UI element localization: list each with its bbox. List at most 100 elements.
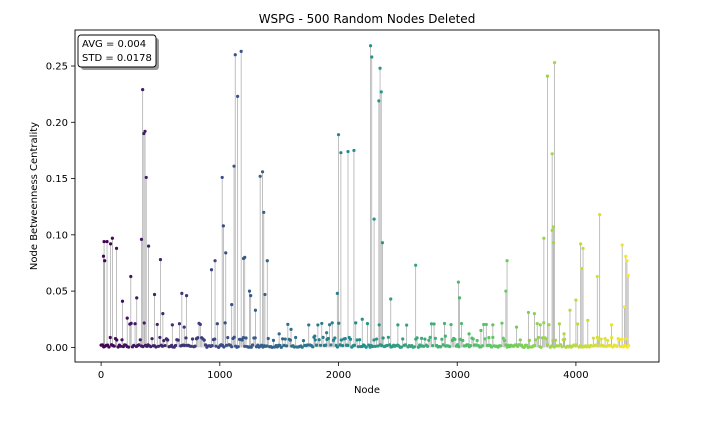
baseline-point-195 [354, 321, 358, 325]
baseline-point-381 [596, 338, 601, 342]
baseline-point-139 [281, 337, 285, 341]
data-point-2 [103, 259, 107, 263]
baseline-point-12 [115, 338, 119, 342]
baseline-point-177 [330, 321, 334, 325]
baseline-point-203 [364, 345, 368, 349]
y-tick-label-3: 0.15 [46, 174, 68, 185]
baseline-point-23 [129, 321, 133, 325]
baseline-point-110 [243, 344, 247, 348]
baseline-point-299 [489, 345, 494, 349]
stats-std-text: STD = 0.0178 [82, 53, 152, 64]
baseline-point-95 [223, 321, 227, 325]
data-point-7 [120, 299, 125, 303]
baseline-point-70 [190, 337, 195, 341]
data-point-68 [580, 266, 584, 271]
baseline-point-297 [487, 336, 491, 340]
data-point-33 [258, 174, 262, 178]
baseline-point-285 [471, 337, 475, 341]
data-point-45 [370, 55, 374, 59]
baseline-point-140 [282, 343, 286, 347]
baseline-point-391 [610, 336, 614, 340]
baseline-point-320 [517, 343, 521, 347]
baseline-point-39 [150, 337, 154, 341]
baseline-point-268 [449, 322, 453, 327]
data-point-35 [262, 210, 266, 214]
baseline-point-138 [279, 345, 283, 349]
baseline-point-216 [381, 336, 385, 340]
baseline-point-45 [158, 335, 162, 340]
data-point-8 [125, 316, 129, 320]
baseline-point-231 [401, 337, 405, 341]
data-point-85 [277, 332, 281, 336]
data-point-13 [143, 129, 147, 133]
data-point-70 [595, 274, 599, 279]
data-point-82 [230, 303, 234, 307]
baseline-point-345 [549, 344, 554, 348]
data-point-75 [622, 305, 627, 309]
stats-box-frame [77, 34, 157, 68]
baseline-point-248 [423, 337, 427, 341]
baseline-point-256 [433, 336, 437, 340]
data-point-62 [551, 225, 555, 229]
baseline-point-293 [482, 322, 486, 327]
baseline-point-170 [321, 335, 325, 339]
data-point-15 [139, 237, 144, 241]
data-point-81 [182, 325, 186, 329]
baseline-point-15 [119, 344, 123, 348]
baseline-point-76 [198, 322, 202, 327]
baseline-point-404 [627, 343, 631, 348]
baseline-point-337 [539, 345, 543, 349]
baseline-point-364 [574, 343, 578, 347]
baseline-point-25 [132, 343, 136, 347]
baseline-point-377 [591, 336, 595, 340]
baseline-point-179 [333, 336, 337, 340]
baseline-point-59 [176, 338, 180, 342]
data-point-50 [380, 241, 385, 245]
baseline-point-385 [602, 344, 606, 348]
baseline-point-158 [305, 343, 310, 347]
data-point-63 [552, 61, 557, 65]
baseline-point-277 [461, 338, 465, 343]
baseline-point-49 [163, 343, 167, 348]
baseline-point-383 [599, 337, 603, 341]
baseline-point-6 [107, 345, 111, 349]
baseline-point-335 [536, 335, 541, 340]
baseline-point-102 [232, 335, 236, 339]
data-point-27 [232, 164, 236, 168]
baseline-point-386 [603, 336, 607, 341]
data-point-43 [352, 148, 356, 153]
baseline-point-174 [326, 336, 330, 341]
baseline-point-263 [442, 321, 447, 326]
baseline-point-212 [376, 344, 380, 348]
data-point-66 [579, 242, 583, 246]
baseline-point-43 [155, 322, 159, 327]
baseline-point-401 [623, 343, 627, 347]
baseline-point-339 [542, 321, 546, 325]
baseline-point-267 [448, 345, 452, 349]
baseline-point-44 [156, 344, 161, 348]
baseline-point-220 [386, 335, 390, 339]
baseline-point-29 [137, 343, 141, 347]
baseline-point-233 [403, 343, 407, 347]
baseline-point-145 [288, 338, 293, 342]
baseline-point-74 [196, 336, 200, 340]
baseline-point-346 [551, 338, 555, 343]
baseline-point-388 [606, 338, 610, 343]
y-axis-ticks: 0.00 0.05 0.10 0.15 0.20 0.25 [46, 62, 75, 354]
data-point-76 [586, 318, 590, 322]
data-point-16 [146, 244, 151, 248]
baseline-point-65 [184, 336, 188, 340]
baseline-point-379 [594, 343, 598, 347]
baseline-point-306 [499, 344, 503, 348]
baseline-point-165 [314, 343, 319, 347]
baseline-point-338 [540, 336, 545, 340]
y-tick-label-4: 0.20 [46, 118, 68, 129]
baseline-point-97 [226, 335, 230, 340]
baseline-point-109 [241, 335, 246, 340]
baseline-point-271 [453, 337, 457, 342]
baseline-point-399 [620, 337, 624, 341]
points-layer [99, 44, 631, 349]
baseline-point-79 [202, 338, 206, 342]
baseline-point-355 [563, 337, 567, 342]
data-point-6 [114, 246, 119, 250]
